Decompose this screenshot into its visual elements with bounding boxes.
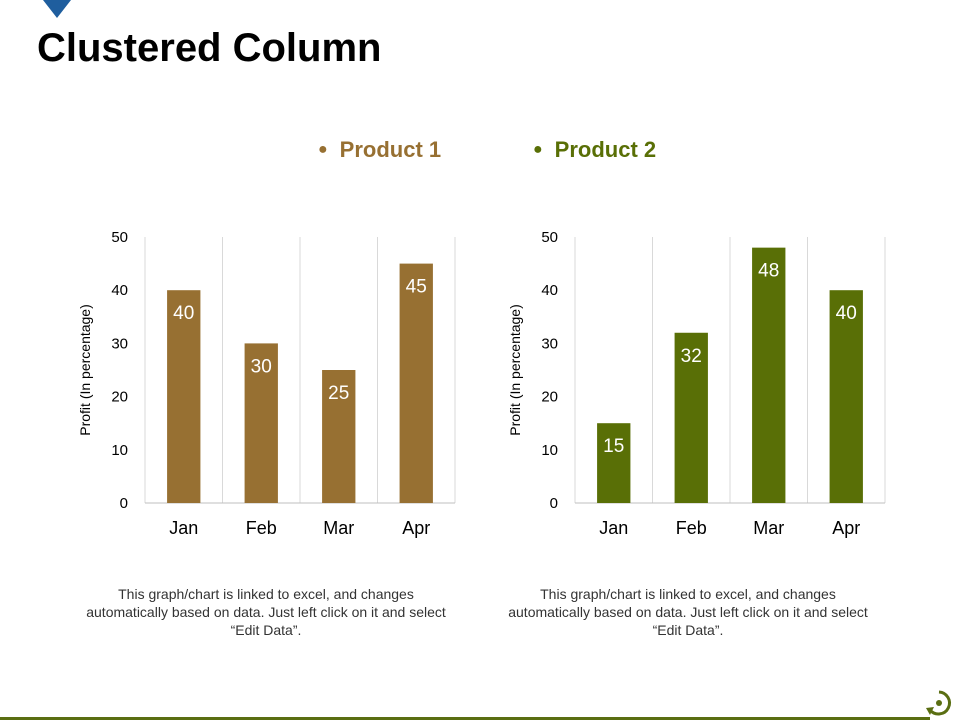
chart-svg-product-1: 0 10 20 30 40 50 Profit (In percentage) 40 Jan 30… (77, 229, 456, 538)
refresh-logo-icon (926, 690, 951, 716)
bar-feb[interactable] (674, 332, 708, 503)
bar-feb[interactable] (244, 343, 278, 503)
y-tick-label: 50 (111, 229, 128, 246)
legend-label-product-1: Product 1 (339, 137, 442, 162)
bar-mar[interactable] (322, 370, 356, 503)
x-tick-label: Mar (753, 518, 784, 538)
data-label: 40 (836, 303, 857, 324)
x-tick-label: Jan (169, 518, 198, 538)
y-axis-label: Profit (In percentage) (77, 304, 93, 436)
x-tick-label: Mar (323, 518, 354, 538)
y-tick-label: 40 (111, 282, 128, 299)
chart-note-2: This graph/chart is linked to excel, and… (508, 586, 868, 638)
x-tick-label: Feb (246, 518, 277, 538)
x-tick-label: Apr (832, 518, 860, 538)
page-title: Clustered Column (37, 26, 382, 70)
data-label: 15 (603, 436, 624, 457)
chart-product-1[interactable]: 0 10 20 30 40 50 Profit (In percentage) 40 Jan 30… (60, 220, 470, 555)
footer-divider (0, 717, 930, 720)
chart-note-1: This graph/chart is linked to excel, and… (86, 586, 446, 638)
data-label: 48 (758, 261, 779, 282)
bar-jan[interactable] (167, 290, 201, 503)
bar-apr[interactable] (829, 290, 863, 503)
data-label: 32 (681, 346, 702, 367)
bar-mar[interactable] (752, 247, 786, 503)
y-tick-label: 40 (541, 282, 558, 299)
bar-jan[interactable] (597, 423, 631, 503)
corner-triangle-icon (43, 0, 71, 18)
y-tick-label: 10 (541, 442, 558, 459)
legend-label-product-2: Product 2 (554, 137, 657, 162)
legend-item-product-2: ● Product 2 (533, 137, 656, 163)
y-tick-label: 20 (111, 389, 128, 406)
chart-svg-product-2: 0 10 20 30 40 50 Profit (In percentage) 15 Jan 32… (507, 229, 886, 538)
legend-bullet: ● (533, 141, 543, 158)
data-label: 30 (251, 356, 272, 377)
y-tick-label: 0 (120, 495, 128, 512)
y-tick-label: 50 (541, 229, 558, 246)
x-tick-label: Apr (402, 518, 430, 538)
y-tick-label: 10 (111, 442, 128, 459)
data-label: 40 (173, 303, 194, 324)
y-axis-label: Profit (In percentage) (507, 304, 523, 436)
bar-apr[interactable] (399, 263, 433, 503)
y-tick-label: 0 (550, 495, 558, 512)
chart-product-2[interactable]: 0 10 20 30 40 50 Profit (In percentage) 15 Jan 32… (490, 220, 900, 555)
legend-bullet: ● (318, 141, 328, 158)
data-label: 25 (328, 383, 349, 404)
x-tick-label: Jan (599, 518, 628, 538)
y-tick-label: 20 (541, 389, 558, 406)
y-tick-label: 30 (541, 335, 558, 352)
y-tick-label: 30 (111, 335, 128, 352)
data-label: 45 (406, 277, 427, 298)
legend-item-product-1: ● Product 1 (318, 137, 441, 163)
x-tick-label: Feb (676, 518, 707, 538)
